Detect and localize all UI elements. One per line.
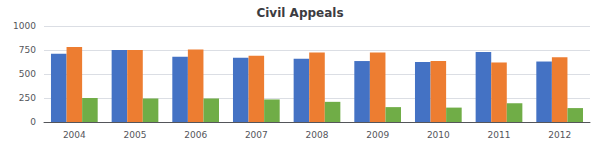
svg-text:2011: 2011 [488,130,511,140]
svg-text:2009: 2009 [366,130,389,140]
svg-text:2004: 2004 [63,130,86,140]
svg-text:1000: 1000 [13,21,36,31]
svg-text:500: 500 [19,69,36,79]
svg-text:2007: 2007 [245,130,268,140]
svg-text:2006: 2006 [184,130,207,140]
svg-text:750: 750 [19,45,36,55]
svg-text:2012: 2012 [548,130,571,140]
svg-text:2010: 2010 [427,130,450,140]
svg-text:Civil Appeals: Civil Appeals [256,6,343,20]
svg-text:2005: 2005 [124,130,147,140]
svg-text:2008: 2008 [306,130,329,140]
svg-text:250: 250 [19,93,36,103]
svg-text:0: 0 [30,117,36,127]
